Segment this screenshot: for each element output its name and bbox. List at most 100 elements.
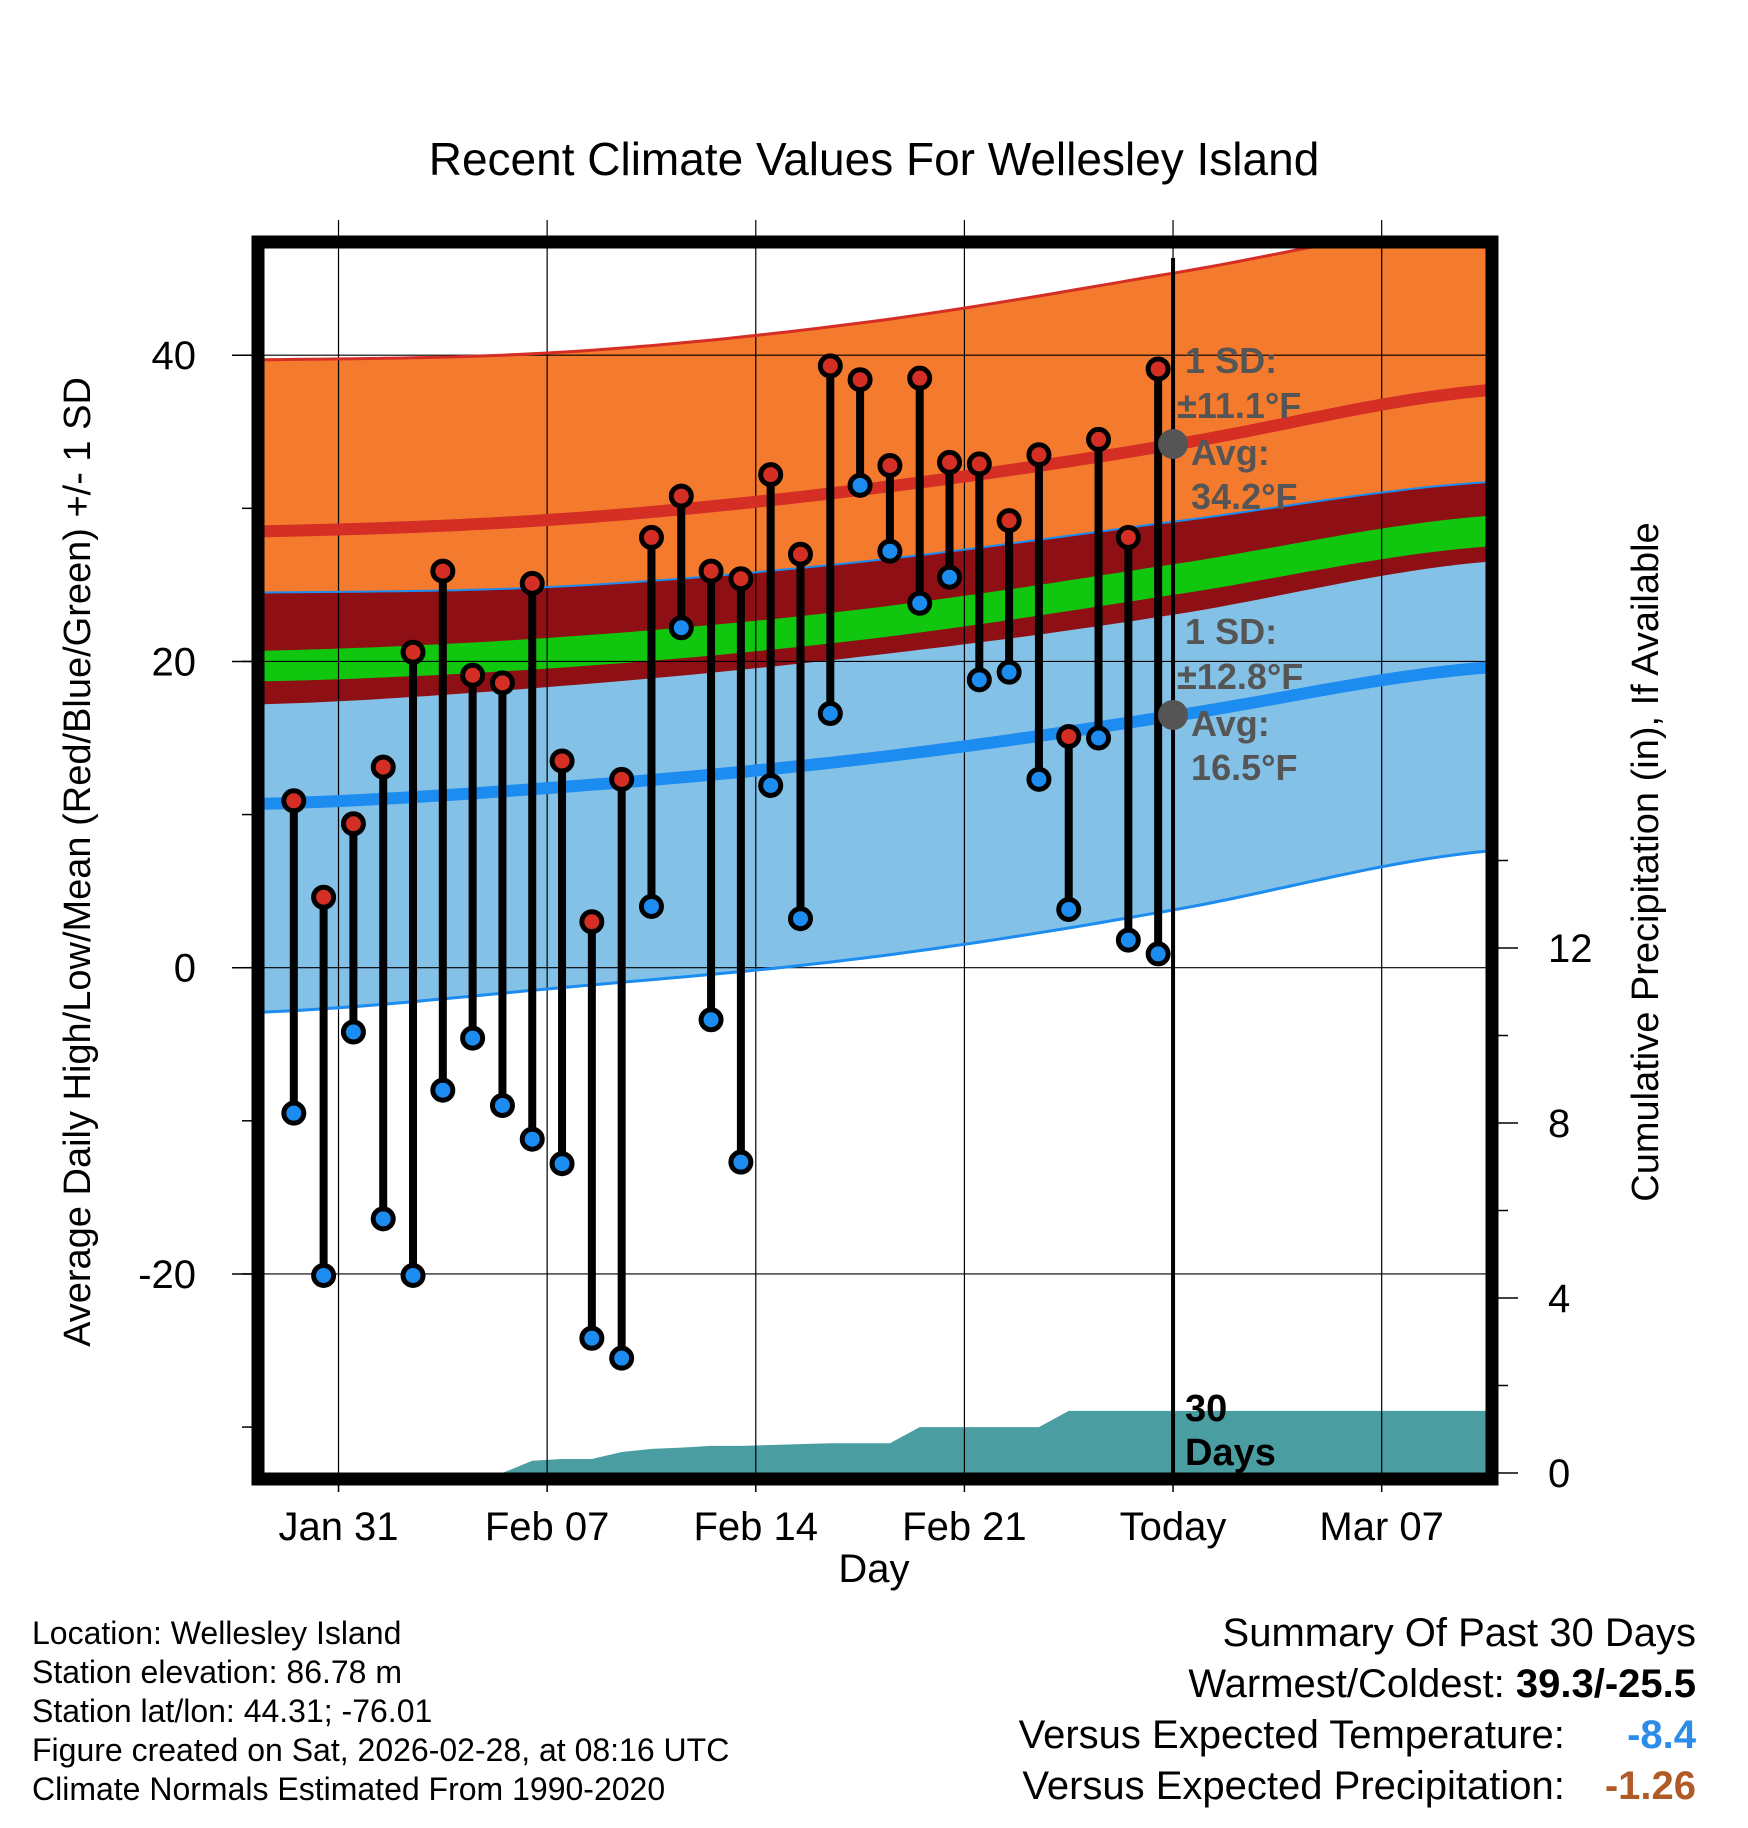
station-info: Location: Wellesley Island Station eleva… — [32, 1614, 852, 1809]
precip-anomaly-label: Versus Expected Precipitation: — [1022, 1764, 1565, 1808]
low-point — [430, 1077, 456, 1103]
low-sd-value: ±12.8°F — [1177, 656, 1303, 697]
low-upper-line — [264, 481, 1486, 594]
normals-text: Climate Normals Estimated From 1990-2020 — [32, 1771, 666, 1807]
high-upper-line — [264, 248, 1315, 362]
high-point — [1115, 524, 1141, 550]
high-point — [847, 367, 873, 393]
high-point — [460, 662, 486, 688]
low-point — [787, 906, 813, 932]
high-point — [1026, 442, 1052, 468]
normal-bands — [264, 248, 1486, 1013]
low-point — [340, 1019, 366, 1045]
warmest-label: Warmest/Coldest: — [1188, 1662, 1505, 1706]
high-point — [937, 449, 963, 475]
high-avg-label: Avg: — [1191, 432, 1270, 473]
temp-anomaly-label: Versus Expected Temperature: — [1018, 1713, 1565, 1757]
low-point — [370, 1206, 396, 1232]
low-point — [1026, 766, 1052, 792]
high-point — [400, 639, 426, 665]
y-left-tick-label: 40 — [152, 334, 197, 378]
high-sd-label: 1 SD: — [1185, 340, 1277, 381]
y-left-tick-label: 20 — [152, 640, 197, 684]
precipitation-area — [264, 1410, 1486, 1473]
axes: Jan 31 Feb 07 Feb 14 Feb 21 Today Mar 07 -20 0 2… — [138, 334, 1592, 1549]
high-point — [489, 670, 515, 696]
y-axis-left-label: Average Daily High/Low/Mean (Red/Blue/Gr… — [57, 377, 99, 1347]
high-point — [519, 570, 545, 596]
created-text: Figure created on Sat, 2026-02-28, at 08… — [32, 1732, 730, 1768]
high-avg-marker — [1158, 429, 1189, 459]
window-label-number: 30 — [1185, 1388, 1227, 1430]
high-point — [877, 452, 903, 478]
summary-precip-row: Versus Expected Precipitation: -1.26 — [796, 1761, 1696, 1812]
high-point — [1145, 356, 1171, 382]
high-point — [549, 748, 575, 774]
high-point — [996, 508, 1022, 534]
climate-chart: Recent Climate Values For Wellesley Isla… — [57, 133, 1667, 1591]
low-point — [698, 1007, 724, 1033]
latlon-text: Station lat/lon: 44.31; -76.01 — [32, 1693, 433, 1729]
low-point — [1056, 897, 1082, 922]
high-point — [281, 788, 307, 814]
low-point — [489, 1093, 515, 1118]
high-point — [579, 909, 605, 935]
precip-area — [264, 1410, 1486, 1473]
high-point — [1056, 723, 1082, 749]
low-avg-value: 16.5°F — [1191, 747, 1297, 788]
high-point — [311, 884, 337, 910]
y-right-tick-label: 4 — [1548, 1277, 1570, 1321]
low-point — [728, 1149, 754, 1175]
low-point — [281, 1100, 307, 1126]
low-point — [847, 472, 873, 498]
x-tick-label: Feb 21 — [902, 1505, 1027, 1549]
low-avg-label: Avg: — [1191, 703, 1270, 744]
low-point — [996, 659, 1022, 685]
y-left-tick-label: 0 — [174, 947, 196, 991]
low-point — [519, 1126, 545, 1152]
low-point — [668, 615, 694, 641]
summary-title: Summary Of Past 30 Days — [1222, 1611, 1696, 1655]
elevation-text: Station elevation: 86.78 m — [32, 1654, 403, 1690]
low-point — [400, 1262, 426, 1288]
low-point — [609, 1345, 635, 1371]
y-right-tick-label: 12 — [1548, 927, 1593, 971]
low-point — [1145, 941, 1171, 967]
y-right-tick-label: 0 — [1548, 1452, 1570, 1496]
x-tick-label: Feb 07 — [485, 1505, 610, 1549]
warmest-value: 39.3/-25.5 — [1515, 1662, 1696, 1706]
low-point — [1115, 927, 1141, 953]
low-point — [937, 564, 963, 590]
low-mean-line — [264, 661, 1486, 810]
location-text: Location: Wellesley Island — [32, 1615, 402, 1651]
high-point — [638, 524, 664, 550]
high-avg-value: 34.2°F — [1191, 476, 1297, 517]
high-point — [609, 766, 635, 792]
low-point — [638, 893, 664, 919]
high-point — [907, 365, 933, 391]
high-point — [668, 483, 694, 509]
high-point — [728, 566, 754, 592]
x-tick-label: Mar 07 — [1319, 1505, 1444, 1549]
low-avg-marker — [1158, 700, 1189, 731]
low-point — [460, 1025, 486, 1051]
summary-panel: Summary Of Past 30 Days Warmest/Coldest:… — [796, 1608, 1696, 1812]
high-point — [698, 558, 724, 584]
window-label-days: Days — [1185, 1432, 1276, 1474]
y-axis-right-label: Cumulative Precipitation (in), If Availa… — [1625, 522, 1667, 1201]
plot-frame — [251, 235, 1499, 1486]
mean-band — [264, 516, 1486, 682]
temp-anomaly-value: -8.4 — [1627, 1713, 1696, 1757]
low-point — [579, 1325, 605, 1351]
high-point — [817, 353, 843, 379]
observations — [281, 353, 1171, 1371]
precip-anomaly-value: -1.26 — [1604, 1764, 1696, 1808]
high-point — [430, 558, 456, 584]
low-point — [311, 1262, 337, 1288]
x-axis-label: Day — [838, 1547, 909, 1591]
low-point — [817, 701, 843, 726]
low-point — [877, 538, 903, 564]
high-point — [1086, 426, 1112, 452]
low-point — [758, 772, 784, 798]
high-point — [787, 541, 813, 567]
